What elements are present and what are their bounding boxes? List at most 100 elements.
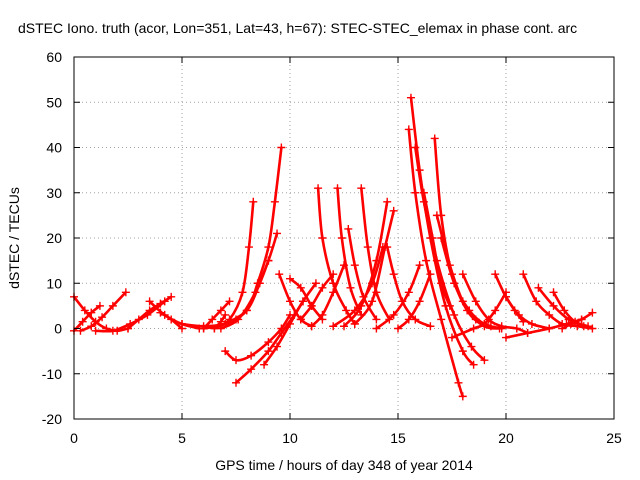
plus-marker [383,243,392,252]
plus-marker [134,315,143,324]
plus-marker [426,322,435,331]
y-tick-label: 30 [46,185,62,201]
y-tick-label: 10 [46,275,62,291]
plus-marker [372,315,381,324]
plus-marker [247,351,256,360]
plus-marker [350,319,359,328]
plus-marker [298,297,307,306]
plus-marker [232,356,240,365]
data-series-38 [372,261,424,333]
plus-marker [333,184,342,193]
series-trace [353,209,395,326]
x-tick-label: 10 [282,430,298,446]
series-trace [202,300,231,330]
plus-marker [404,315,413,324]
plus-marker [76,326,85,335]
data-series-8 [199,297,234,333]
series-trace [360,186,391,321]
plus-marker [469,360,478,369]
plus-marker [199,324,208,333]
plus-marker [167,315,176,324]
plus-marker [450,279,459,288]
plus-marker [318,283,327,292]
x-tick-label: 0 [70,430,78,446]
plus-marker [311,279,320,288]
plus-marker [307,301,316,310]
data-series-3 [76,288,130,335]
x-tick-label: 15 [390,430,406,446]
data-series-14 [221,256,273,328]
plus-marker [255,279,264,288]
plus-marker [545,324,554,333]
data-series-39 [458,270,532,338]
data-series-23 [333,184,366,319]
plus-marker [264,347,273,356]
plus-marker [389,206,398,215]
plus-marker [510,306,519,315]
plus-marker [419,188,428,197]
plus-marker [437,279,446,288]
plus-marker [216,306,225,315]
plus-marker [340,322,348,331]
plus-marker [562,319,571,328]
plus-marker [588,308,597,317]
plus-marker [357,301,366,310]
plus-marker [124,324,132,333]
plus-marker [270,197,279,206]
plus-marker [368,297,377,306]
plus-marker [225,297,234,306]
series-trace [414,146,486,362]
plus-marker [497,322,506,331]
x-tick-label: 25 [606,430,622,446]
plus-marker [454,378,463,387]
plus-marker [534,283,543,292]
plus-marker [121,288,130,297]
plus-marker [78,317,87,326]
plus-marker [519,270,528,279]
plus-marker [458,392,467,401]
plus-marker [512,324,521,333]
y-tick-label: -10 [42,366,62,382]
data-series-27 [340,197,392,331]
plus-marker [145,306,154,315]
plus-marker [502,288,510,297]
x-axis-title: GPS time / hours of day 348 of year 2014 [215,457,473,473]
plus-marker [437,234,446,242]
plus-marker [314,184,323,193]
plus-marker [465,306,474,315]
data-marks [70,93,597,401]
plus-marker [342,306,351,315]
plus-marker [346,283,355,292]
plus-marker [383,197,392,206]
plus-marker [244,243,253,252]
y-tick-label: -20 [42,411,62,427]
plus-marker [108,301,117,310]
chart-title: dSTEC Iono. truth (acor, Lon=351, Lat=43… [18,20,577,36]
data-series-37 [394,270,435,333]
plus-marker [286,274,294,283]
series-trace [552,291,590,328]
data-series-21 [307,261,348,331]
grid-lines [74,57,614,419]
series-trace [422,191,452,308]
series-trace [336,186,363,317]
plus-marker [277,143,286,152]
x-tick-label: 5 [178,430,186,446]
plus-marker [469,324,478,333]
plus-marker [584,322,593,331]
plus-marker [264,243,273,252]
plus-marker [249,197,258,206]
plus-marker [545,310,554,319]
plus-marker [394,324,402,333]
data-series-46 [502,315,586,342]
plus-marker [296,315,305,324]
plus-marker [560,306,569,315]
plus-marker [363,243,372,252]
plus-marker [450,310,459,319]
series-trace [288,277,324,321]
series-trace [277,272,313,328]
plus-marker [264,256,273,265]
plus-marker [178,319,186,328]
plus-marker [232,378,240,387]
plus-marker [156,299,165,308]
